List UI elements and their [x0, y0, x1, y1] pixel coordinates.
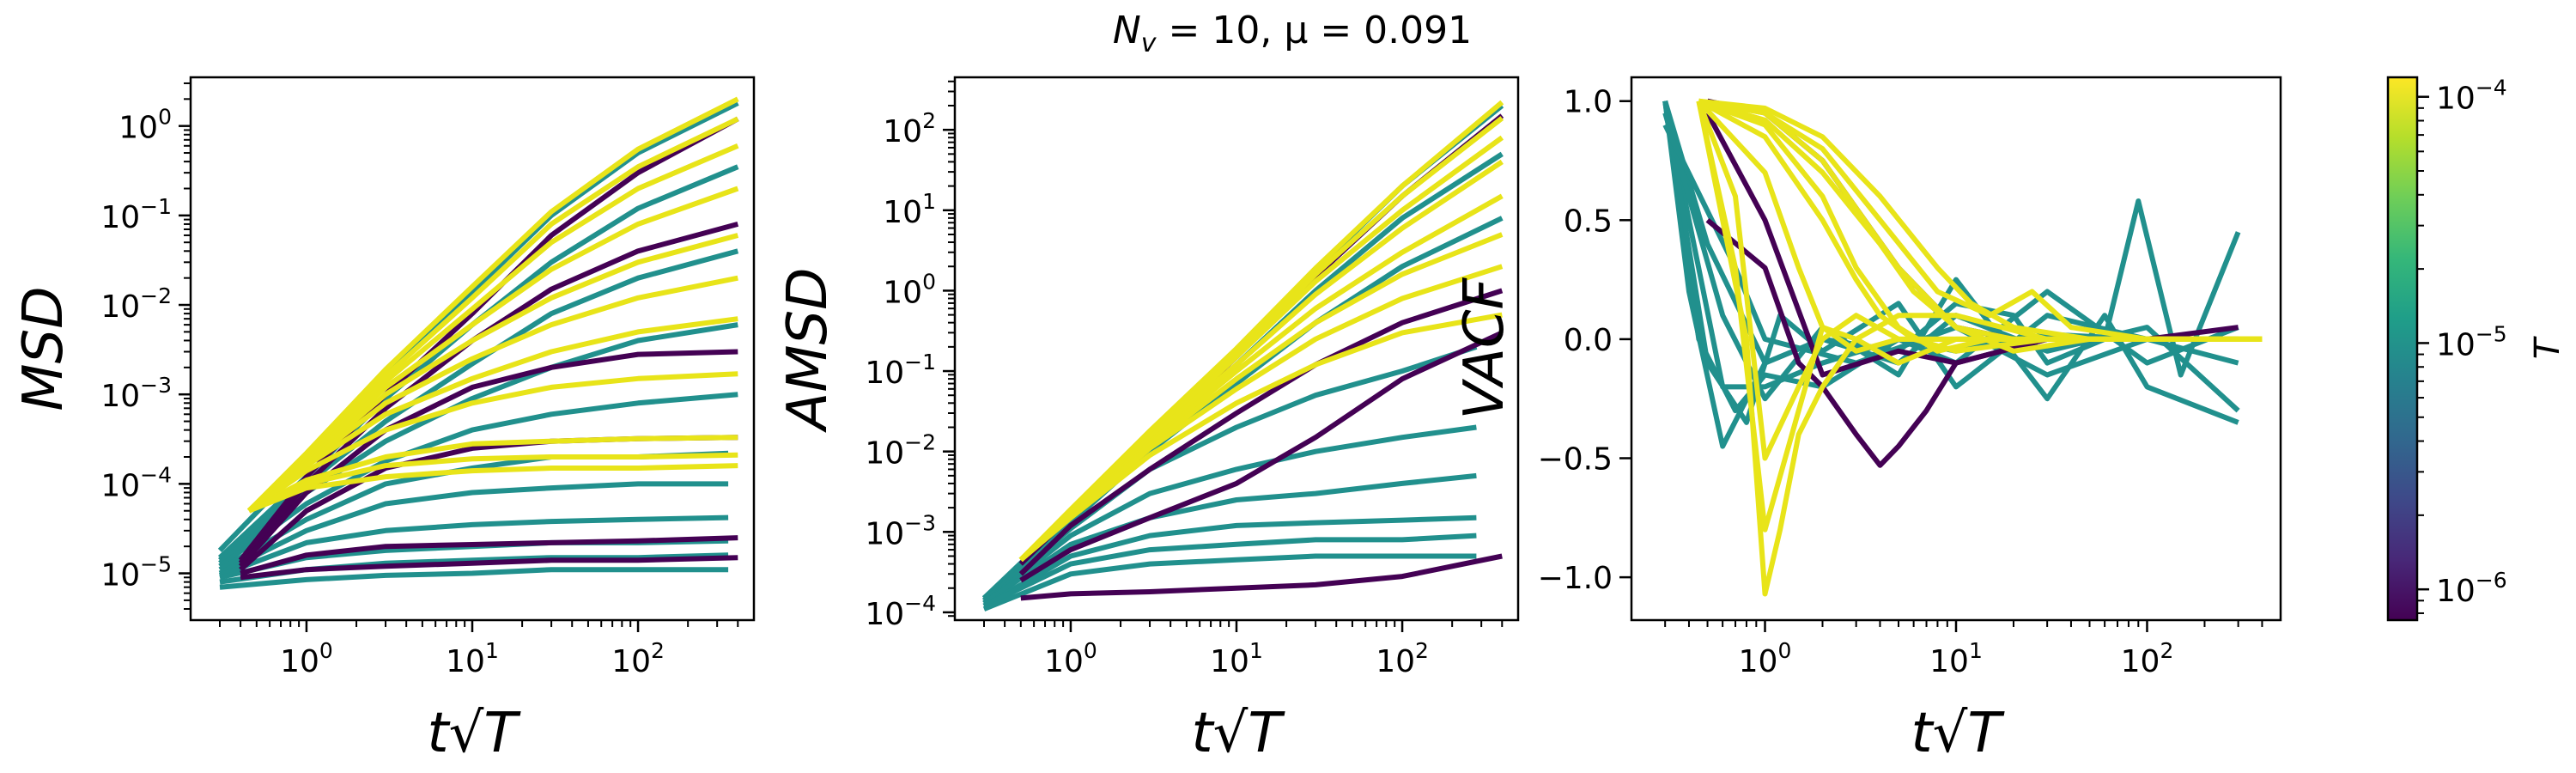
y-tick-label: 10−5 — [100, 552, 172, 593]
x-tick-label: 102 — [611, 638, 665, 679]
series-line-24 — [247, 371, 738, 514]
y-tick-label: 10−1 — [865, 350, 936, 391]
series-line-10 — [219, 567, 729, 590]
x-tick-label: 101 — [446, 638, 499, 679]
series-line-19 — [1697, 99, 2263, 354]
series-line-27 — [247, 463, 738, 514]
title-n: N — [1113, 9, 1141, 52]
y-tick-label: 10−4 — [100, 462, 172, 503]
series-line-4 — [218, 392, 738, 569]
y-tick-label: 10−2 — [100, 283, 172, 325]
figure-title: Nv = 10, μ = 0.091 — [1113, 9, 1472, 58]
x-axis-label: t√T — [428, 702, 522, 765]
series-line-16 — [240, 555, 738, 581]
y-tick-label: 10−1 — [100, 194, 172, 235]
series-line-19 — [1018, 264, 1504, 563]
y-tick-label: 10−3 — [865, 510, 936, 551]
y-tick-label: 1.0 — [1564, 85, 1613, 120]
x-tick-label: 100 — [1044, 638, 1097, 679]
y-tick-label: 0.0 — [1564, 323, 1613, 358]
series-line-11 — [1019, 330, 1504, 583]
series-line-25 — [247, 435, 738, 514]
colorbar-tick-label: 10−5 — [2436, 321, 2507, 362]
colorbar-tick-label: 10−6 — [2436, 568, 2507, 609]
msd-panel: 100 101 102 10−5 10−4 10−3 10−2 10−1 100 t√T MSD — [12, 76, 756, 765]
y-axis-label: AMSD — [776, 268, 840, 434]
series-group — [217, 96, 739, 590]
series-line-12 — [1020, 553, 1503, 601]
series-line-10 — [1018, 288, 1504, 576]
series-group — [981, 100, 1504, 612]
series-line-8 — [982, 553, 1477, 612]
x-axis-label: t√T — [1911, 702, 2006, 765]
x-tick-label: 100 — [280, 638, 333, 679]
x-tick-label: 102 — [2121, 638, 2174, 679]
x-tick-label: 100 — [1739, 638, 1792, 679]
series-line-20 — [1018, 312, 1503, 563]
x-tick-label: 101 — [1929, 638, 1983, 679]
series-line-7 — [982, 533, 1477, 609]
series-line-26 — [247, 452, 738, 514]
series-line-6 — [982, 514, 1477, 609]
series-line-12 — [1696, 100, 2263, 461]
title-rest: = 10, μ = 0.091 — [1157, 9, 1473, 52]
y-tick-label: 101 — [883, 189, 936, 230]
vacf-panel: 100 101 102 −1.0 −0.5 0.0 0.5 1.0 t√T VACF — [1453, 76, 2282, 765]
x-tick-label: 101 — [1210, 638, 1263, 679]
series-line-2 — [218, 248, 739, 563]
series-line-13 — [238, 349, 738, 569]
x-tick-label: 102 — [1376, 638, 1429, 679]
y-tick-label: 100 — [118, 105, 172, 146]
amsd-panel: 100 101 102 10−4 10−3 10−2 10−1 100 101 102 t√T AMS… — [776, 76, 1520, 765]
colorbar-tick-label: 10−4 — [2436, 76, 2507, 117]
series-line-13 — [1698, 98, 2263, 342]
series-line-15 — [240, 535, 738, 576]
title-subscript: v — [1141, 28, 1157, 58]
colorbar-gradient — [2386, 76, 2419, 622]
series-line-23 — [247, 316, 738, 514]
series-line-17 — [246, 96, 739, 513]
y-axis-label: MSD — [12, 286, 76, 411]
series-line-6 — [218, 481, 729, 576]
y-axis-label: VACF — [1453, 277, 1516, 419]
y-tick-label: 10−3 — [100, 373, 172, 414]
x-axis-label: t√T — [1192, 702, 1286, 765]
y-tick-label: 100 — [883, 269, 936, 310]
y-tick-label: 102 — [883, 108, 936, 149]
y-tick-label: 10−2 — [865, 430, 936, 472]
colorbar-label: T — [2528, 335, 2567, 359]
temperature-colorbar: 10−6 10−5 10−4 T — [2386, 76, 2567, 622]
series-group — [1662, 98, 2263, 597]
y-tick-label: 0.5 — [1564, 204, 1613, 239]
series-line-11 — [238, 116, 739, 563]
y-tick-label: −1.0 — [1538, 561, 1613, 596]
y-tick-label: −0.5 — [1538, 442, 1613, 478]
y-tick-label: 10−4 — [865, 591, 936, 632]
series-line-6 — [1662, 124, 2239, 378]
series-line-7 — [218, 514, 729, 578]
series-line-5 — [982, 472, 1477, 606]
series-line-4 — [982, 424, 1477, 606]
